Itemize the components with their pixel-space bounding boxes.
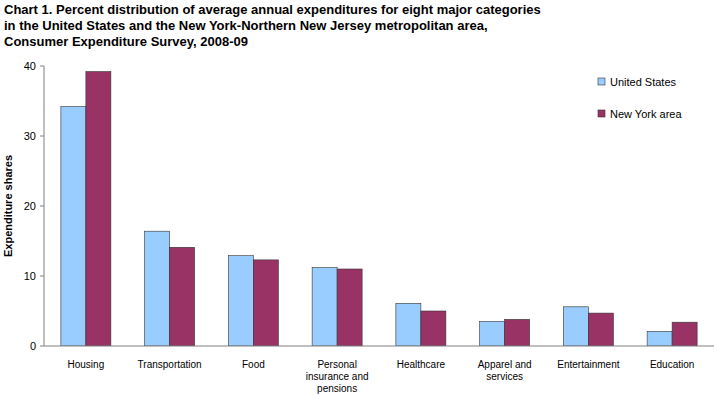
bar xyxy=(61,107,86,346)
x-tick-label-line: Food xyxy=(242,359,265,370)
chart-svg: Chart 1. Percent distribution of average… xyxy=(0,0,717,395)
bar xyxy=(480,322,505,347)
bar xyxy=(253,260,278,346)
y-tick xyxy=(40,66,44,67)
bar xyxy=(228,256,253,346)
chart-container: Chart 1. Percent distribution of average… xyxy=(0,0,717,395)
x-tick-label-line: Entertainment xyxy=(557,359,619,370)
bar xyxy=(563,307,588,346)
legend: United States New York area xyxy=(598,76,682,120)
x-tick-label-line: Personal xyxy=(317,359,356,370)
legend-swatch xyxy=(598,78,605,85)
x-tick-label-line: services xyxy=(486,371,523,382)
bar xyxy=(505,319,530,346)
y-tick-label: 40 xyxy=(24,60,36,72)
bars xyxy=(61,72,697,346)
bar xyxy=(588,313,613,346)
bar xyxy=(396,303,421,346)
x-tick-label: Apparel andservices xyxy=(478,359,532,382)
legend-label: New York area xyxy=(610,108,682,120)
x-tick-label-line: insurance and xyxy=(306,371,369,382)
legend-label: United States xyxy=(610,76,677,88)
x-axis xyxy=(44,346,714,347)
y-axis-label: Expenditure shares xyxy=(2,155,14,257)
x-tick-label-line: Apparel and xyxy=(478,359,532,370)
y-tick xyxy=(40,276,44,277)
y-tick-label: 0 xyxy=(30,340,36,352)
x-tick-label-line: Housing xyxy=(68,359,105,370)
bar xyxy=(312,268,337,346)
bar xyxy=(647,331,672,346)
x-tick-label: Healthcare xyxy=(397,359,446,370)
x-tick-label-line: Transportation xyxy=(138,359,202,370)
x-tick-label-line: Education xyxy=(650,359,694,370)
y-tick-label: 10 xyxy=(24,270,36,282)
bar xyxy=(86,72,111,346)
bar xyxy=(672,322,697,346)
x-tick-label: Personalinsurance andpensions xyxy=(306,359,369,394)
y-tick xyxy=(40,136,44,137)
title-line: in the United States and the New York-No… xyxy=(4,18,488,33)
x-tick-label: Food xyxy=(242,359,265,370)
chart-title: Chart 1. Percent distribution of average… xyxy=(4,2,541,49)
title-line: Chart 1. Percent distribution of average… xyxy=(4,2,541,17)
y-tick xyxy=(40,346,44,347)
x-tick-label-line: pensions xyxy=(317,383,357,394)
bar xyxy=(170,247,195,346)
y-tick xyxy=(40,206,44,207)
x-tick-label: Housing xyxy=(68,359,105,370)
y-tick-label: 20 xyxy=(24,200,36,212)
bar xyxy=(337,269,362,346)
x-tick-label: Entertainment xyxy=(557,359,619,370)
bar xyxy=(421,311,446,346)
x-tick-label-line: Healthcare xyxy=(397,359,446,370)
x-tick-label: Transportation xyxy=(138,359,202,370)
legend-swatch xyxy=(598,110,605,117)
y-tick-label: 30 xyxy=(24,130,36,142)
x-tick-label: Education xyxy=(650,359,694,370)
bar xyxy=(145,231,170,346)
title-line: Consumer Expenditure Survey, 2008-09 xyxy=(4,34,248,49)
